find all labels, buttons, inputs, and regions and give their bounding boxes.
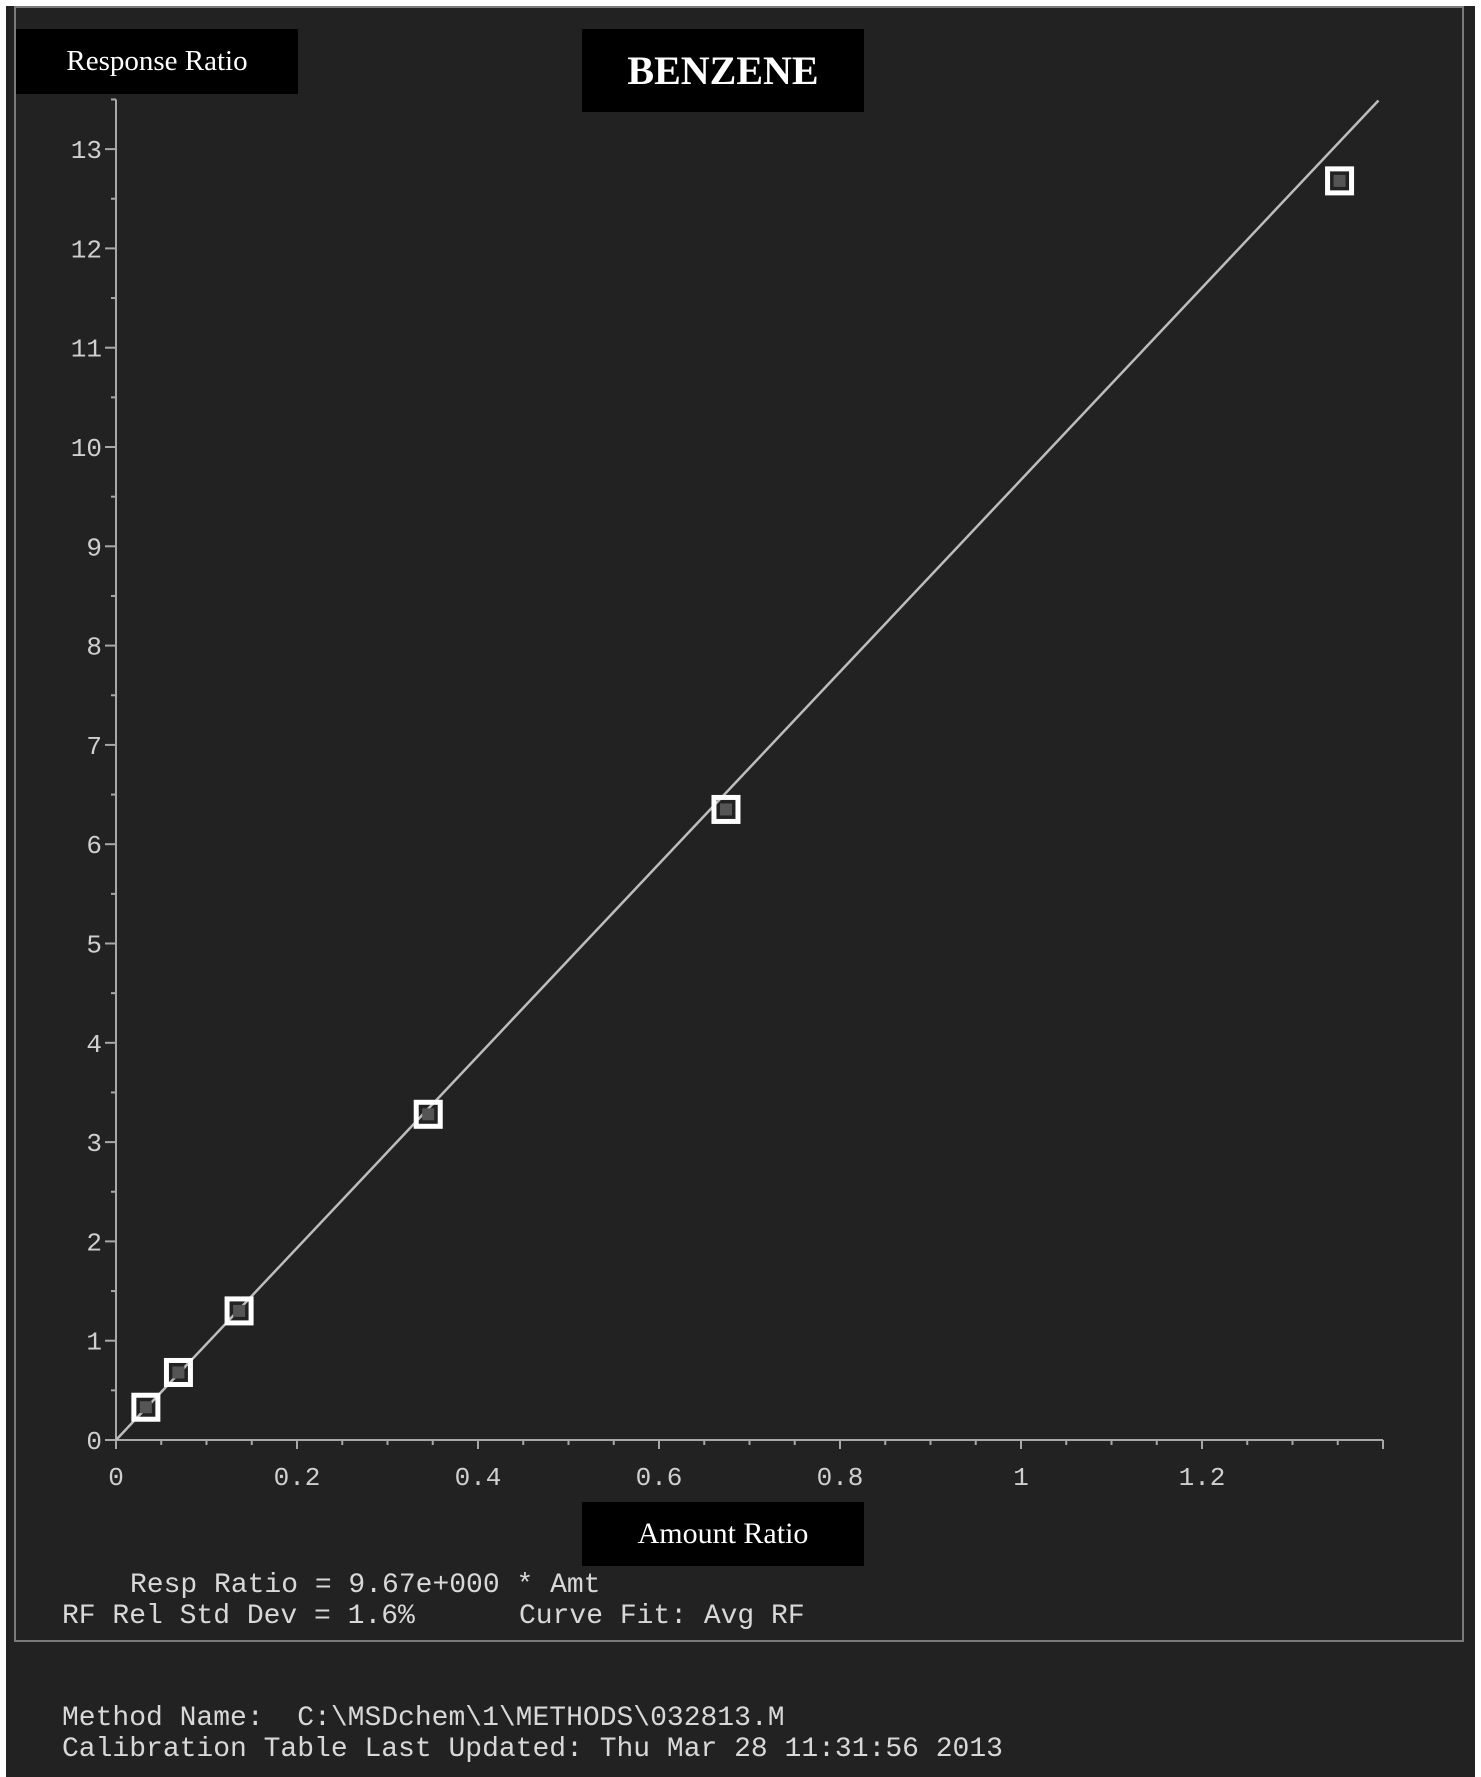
data-point [413,1099,443,1129]
y-tick-label: 2 [86,1228,102,1258]
y-tick-label: 0 [86,1427,102,1457]
data-point-core [719,803,732,816]
data-points [131,166,1355,1422]
x-tick-label: 0.4 [455,1463,502,1493]
data-point [131,1392,161,1422]
data-point-marker [1325,166,1355,196]
y-tick-label: 12 [71,235,102,265]
data-point-core [1333,174,1346,187]
x-tick-label: 1.2 [1179,1463,1226,1493]
x-tick-label: 0.8 [817,1463,864,1493]
y-tick-label: 9 [86,533,102,563]
plot-frame [14,6,1464,1642]
calibration-screen: 0 0.2 0.4 0.6 0.8 1 1.2 0 1 2 3 4 5 6 7 8 9 10 11 12 13 Resp… [6,6,1475,1777]
data-point-marker [131,1392,161,1422]
data-point [1325,166,1355,196]
fit-line-layer [115,99,1380,1441]
data-point [163,1357,193,1387]
y-tick-label: 11 [71,335,102,365]
y-tick-label: 5 [86,931,102,961]
y-tick-label: 7 [86,732,102,762]
data-point-marker [163,1357,193,1387]
method-name: Method Name: C:\MSDchem\1\METHODS\032813… [62,1703,785,1734]
rf-rel-std-dev: RF Rel Std Dev = 1.6% [62,1601,415,1632]
data-point-core [233,1304,246,1317]
y-tick-label: 13 [71,136,102,166]
x-tick-label: 0 [108,1463,124,1493]
x-axis-label: Amount Ratio [582,1502,864,1566]
fit-line [115,99,1380,1441]
data-point-marker [413,1099,443,1129]
regression-equation: Resp Ratio = 9.67e+000 * Amt [130,1570,601,1601]
y-tick-label: 8 [86,633,102,663]
calibration-updated: Calibration Table Last Updated: Thu Mar … [62,1734,1003,1765]
x-tick-label: 1 [1013,1463,1029,1493]
y-tick-label: 10 [71,434,102,464]
y-tick-label: 6 [86,831,102,861]
data-point-marker [224,1296,254,1326]
chart-title: BENZENE [582,29,864,112]
x-tick-label: 0.2 [274,1463,321,1493]
data-point-core [139,1401,152,1414]
data-point-marker [711,794,741,824]
x-tick-label: 0.6 [636,1463,683,1493]
data-point-core [172,1366,185,1379]
y-tick-label: 1 [86,1328,102,1358]
y-tick-label: 3 [86,1129,102,1159]
curve-fit-type: Curve Fit: Avg RF [519,1601,805,1632]
y-tick-label: 4 [86,1030,102,1060]
y-axis-label: Response Ratio [16,29,298,94]
data-point-core [422,1108,435,1121]
data-point [711,794,741,824]
data-point [224,1296,254,1326]
